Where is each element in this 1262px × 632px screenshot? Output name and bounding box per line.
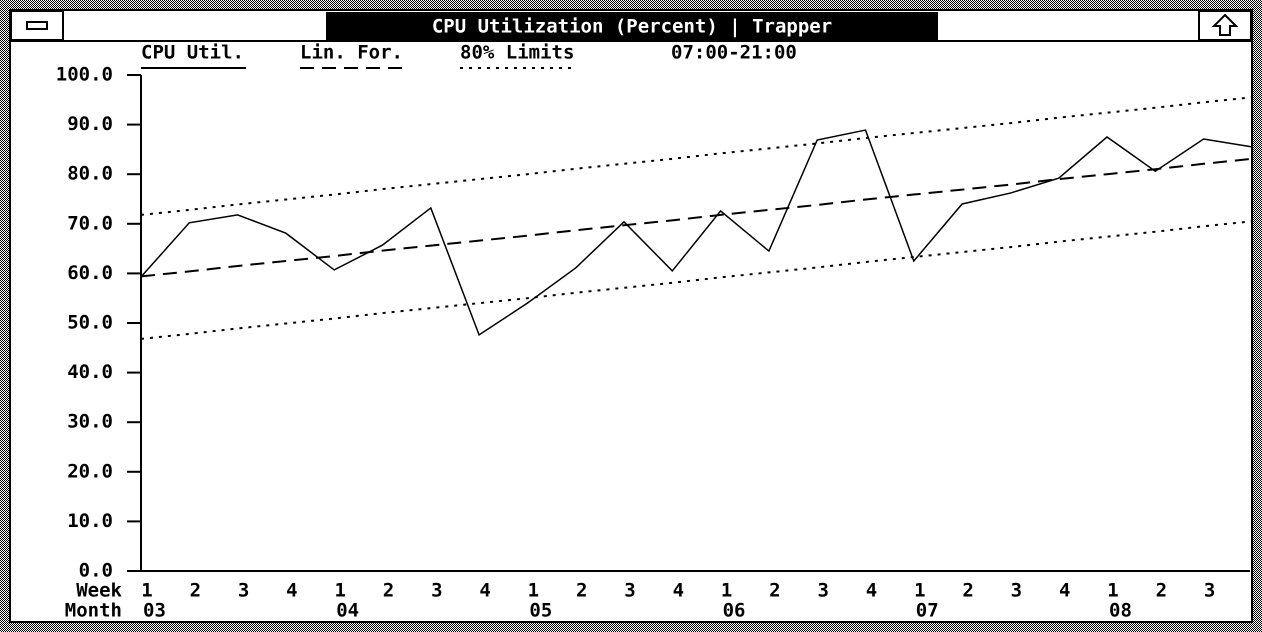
series-line: [140, 157, 1253, 278]
month-label: 05: [529, 600, 552, 622]
x-tick-label: 4: [673, 580, 684, 602]
window-title: CPU Utilization (Percent) | Trapper: [432, 16, 832, 38]
minimize-button[interactable]: [10, 10, 64, 41]
legend-label: Lin. For.: [300, 42, 403, 64]
y-tick-label: 100.0: [56, 64, 113, 86]
x-tick-label: 2: [1156, 580, 1167, 602]
y-tick-label: 30.0: [67, 411, 113, 433]
week-row-label: Week: [76, 580, 122, 602]
x-tick-label: 2: [962, 580, 973, 602]
x-tick-label: 1: [334, 580, 345, 602]
x-tick-label: 2: [383, 580, 394, 602]
y-tick-label: 20.0: [67, 460, 113, 482]
window-frame: [9, 9, 1253, 623]
x-tick-label: 3: [238, 580, 249, 602]
series-line: [140, 220, 1253, 340]
maximize-button[interactable]: [1198, 10, 1252, 41]
x-tick-label: 4: [1059, 580, 1070, 602]
month-label: 06: [723, 600, 746, 622]
x-tick-label: 4: [479, 580, 490, 602]
series-line: [140, 129, 1253, 337]
y-tick-label: 40.0: [67, 361, 113, 383]
x-tick-label: 1: [721, 580, 732, 602]
x-tick-label: 3: [1011, 580, 1022, 602]
y-tick-label: 70.0: [67, 212, 113, 234]
y-tick-label: 0.0: [79, 560, 113, 582]
x-tick-label: 3: [817, 580, 828, 602]
y-tick-label: 90.0: [67, 113, 113, 135]
x-tick-label: 3: [1204, 580, 1215, 602]
month-row-label: Month: [65, 600, 122, 622]
x-tick-label: 3: [624, 580, 635, 602]
time-range: 07:00-21:00: [671, 42, 797, 64]
month-label: 04: [336, 600, 359, 622]
y-tick-label: 80.0: [67, 163, 113, 185]
legend-label: CPU Util.: [141, 42, 244, 64]
y-tick-label: 50.0: [67, 312, 113, 334]
x-tick-label: 4: [866, 580, 877, 602]
x-tick-label: 1: [1107, 580, 1118, 602]
y-tick-label: 10.0: [67, 510, 113, 532]
x-tick-label: 1: [141, 580, 152, 602]
y-tick-label: 60.0: [67, 262, 113, 284]
series-line: [140, 96, 1253, 216]
x-tick-label: 1: [914, 580, 925, 602]
x-tick-label: 2: [769, 580, 780, 602]
x-tick-label: 3: [431, 580, 442, 602]
month-label: 03: [143, 600, 166, 622]
x-tick-label: 2: [190, 580, 201, 602]
title-background: [326, 12, 938, 40]
month-label: 07: [916, 600, 939, 622]
month-label: 08: [1109, 600, 1132, 622]
x-tick-label: 1: [528, 580, 539, 602]
x-tick-label: 2: [576, 580, 587, 602]
legend-label: 80% Limits: [460, 42, 574, 64]
x-tick-label: 4: [286, 580, 297, 602]
